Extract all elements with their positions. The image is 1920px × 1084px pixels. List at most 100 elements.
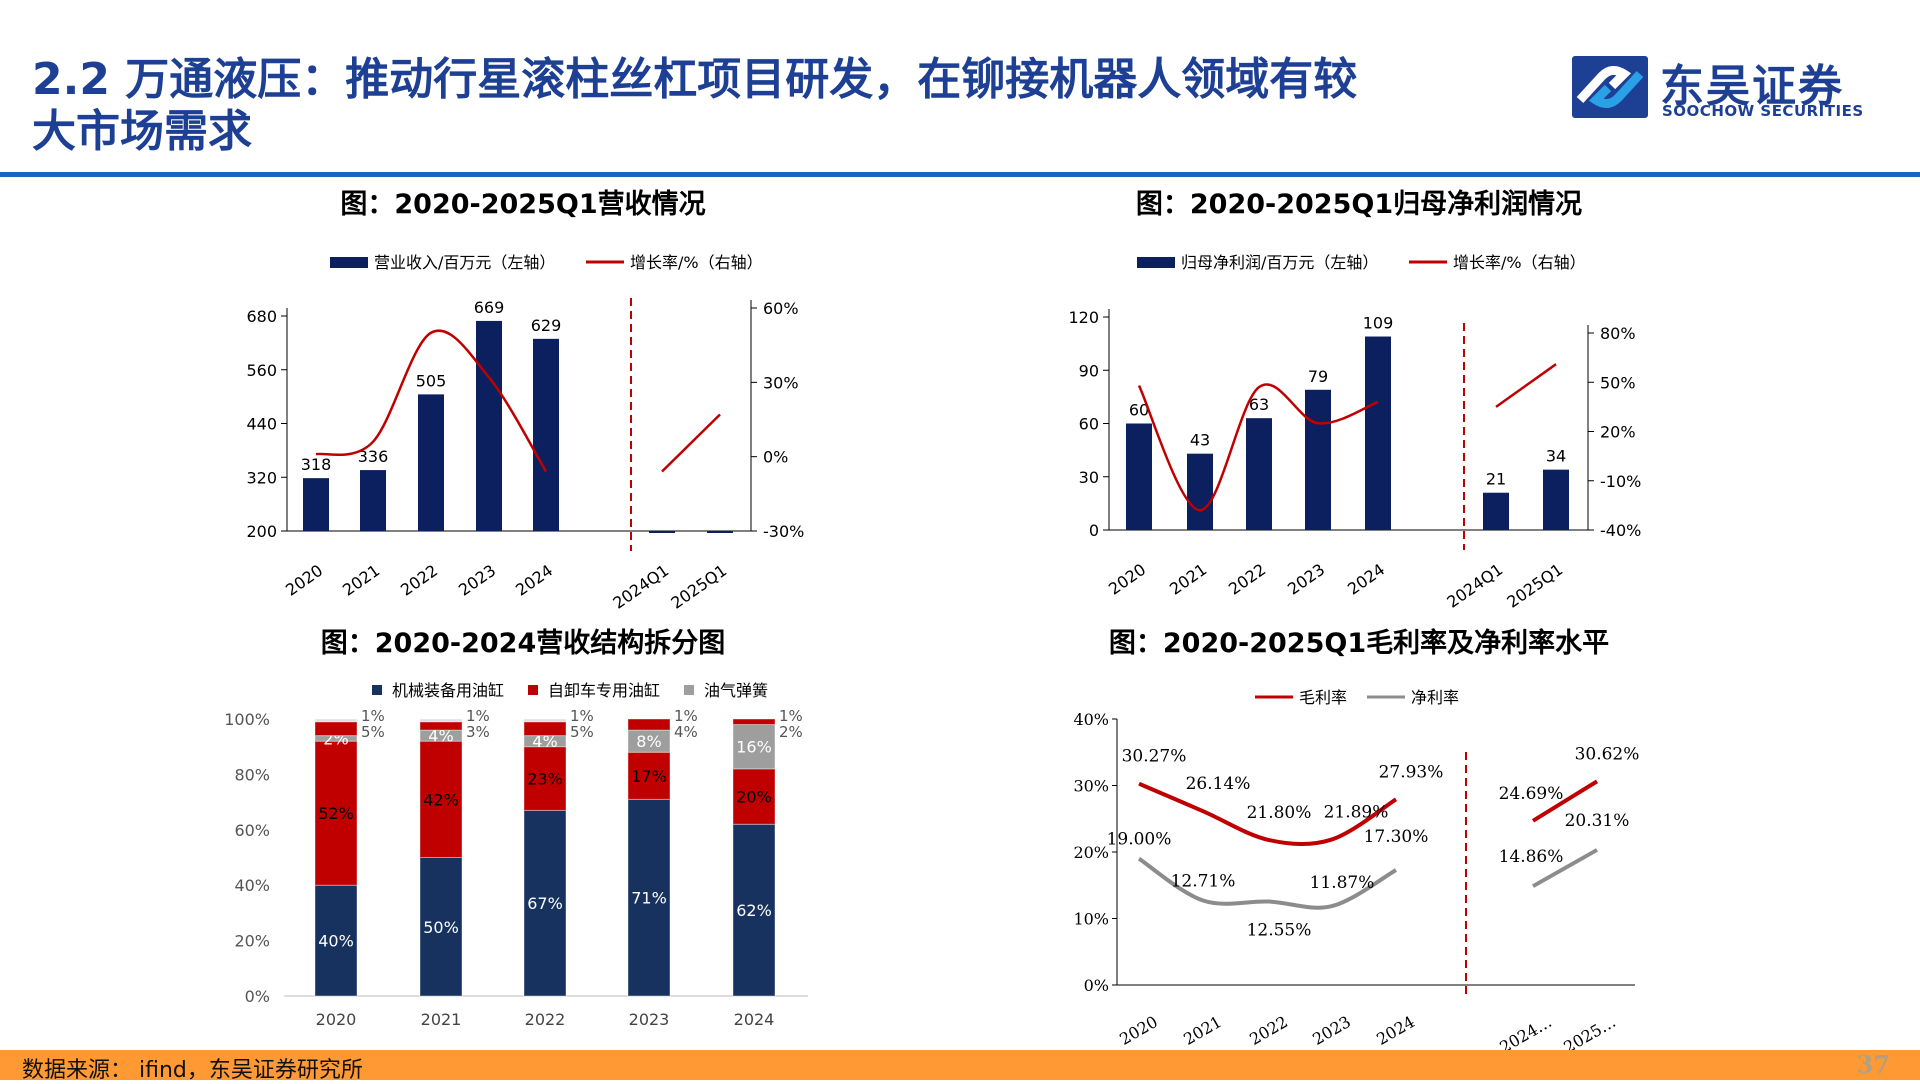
legend-label: 油气弹簧 [704, 681, 768, 700]
data-label: 17.30% [1364, 827, 1429, 847]
segment-value-label: 67% [527, 894, 563, 913]
title-line-2: 大市场需求 [32, 106, 252, 157]
footer-bar: 数据来源： ifind，东吴证券研究所 37 [0, 1050, 1920, 1083]
y-tick-label: 440 [246, 415, 277, 434]
x-tick-label: 2020 [316, 1010, 357, 1029]
y-tick-label: 20% [234, 932, 270, 951]
bar-value-label: 79 [1308, 367, 1328, 386]
y-tick-label-right: 80% [1600, 324, 1636, 343]
x-tick-label: 2022 [397, 561, 441, 600]
x-tick-label: 2023 [629, 1010, 670, 1029]
bar [1543, 469, 1569, 530]
y-tick-label: 60% [234, 821, 270, 840]
header-divider [0, 172, 1920, 177]
legend-swatch [330, 257, 368, 268]
x-tick-label: 2024 [1344, 560, 1388, 599]
data-label: 14.86% [1499, 847, 1564, 867]
stacked-bar-segment [419, 721, 463, 731]
chart-title: 图：2020-2025Q1归母净利润情况 [1136, 188, 1582, 220]
y-tick-label: 200 [246, 522, 277, 541]
data-label: 26.14% [1186, 774, 1251, 794]
y-tick-label: 30% [1073, 777, 1109, 796]
data-label: 12.55% [1247, 921, 1312, 941]
bar [1246, 418, 1272, 530]
y-tick-label: 10% [1073, 910, 1109, 929]
legend-swatch [372, 685, 382, 695]
x-tick-label: 2023 [455, 561, 499, 600]
stacked-bar-segment [314, 884, 358, 997]
growth-line-annual [315, 329, 548, 473]
data-source: 数据来源： ifind，东吴证券研究所 [22, 1058, 363, 1083]
bar-value-label: 60 [1129, 401, 1149, 420]
segment-value-label: 1% [570, 707, 594, 725]
bar-value-label: 336 [358, 447, 389, 466]
stacked-bar-segment [627, 751, 671, 800]
legend-swatch [684, 685, 694, 695]
bar [476, 320, 502, 531]
bar-value-label: 63 [1249, 395, 1269, 414]
segment-value-label: 8% [636, 732, 661, 751]
segment-value-label: 50% [423, 918, 459, 937]
chart-title: 图：2020-2025Q1毛利率及净利率水平 [1109, 627, 1609, 659]
y-tick-label-right: 20% [1600, 423, 1636, 442]
legend-label: 机械装备用油缸 [392, 681, 504, 700]
y-tick-label: 560 [246, 361, 277, 380]
y-tick-label: 80% [234, 765, 270, 784]
x-tick-label: 2021 [339, 561, 383, 600]
bar-value-label: 21 [1486, 470, 1506, 489]
legend-swatch [528, 685, 538, 695]
margin-line-annual [1137, 856, 1398, 910]
bar [1365, 336, 1391, 530]
bar-value-label: 109 [1363, 314, 1394, 333]
y-tick-label: 680 [246, 307, 277, 326]
stacked-bar-segment [627, 718, 671, 731]
growth-line-annual [1137, 383, 1379, 512]
growth-line-quarterly [1495, 363, 1557, 408]
title-line-1: 2.2 万通液压：推动行星滚柱丝杠项目研发，在铆接机器人领域有较 [32, 54, 1358, 105]
y-tick-label: 0% [245, 987, 270, 1006]
stacked-bar-segment [732, 823, 776, 997]
segment-value-label: 4% [674, 723, 698, 741]
logo-mark-icon [1572, 56, 1648, 118]
segment-value-label: 3% [466, 723, 490, 741]
bar [1305, 389, 1331, 530]
segment-value-label: 20% [736, 788, 772, 807]
y-tick-label-right: 30% [763, 373, 799, 392]
legend-swatch [1137, 257, 1175, 268]
stacked-bar-segment [419, 857, 463, 997]
page-title: 2.2 万通液压：推动行星滚柱丝杠项目研发，在铆接机器人领域有较 大市场需求 [32, 54, 1532, 158]
legend-label: 净利率 [1411, 688, 1459, 707]
bar [649, 531, 675, 533]
page-number: 37 [1856, 1050, 1890, 1079]
stacked-bar-segment [314, 718, 358, 723]
segment-value-label: 5% [570, 723, 594, 741]
x-tick-label: 2021 [421, 1010, 462, 1029]
bar [707, 531, 733, 533]
segment-value-label: 40% [318, 932, 354, 951]
y-tick-label-right: 50% [1600, 373, 1636, 392]
segment-value-label: 52% [318, 804, 354, 823]
x-tick-label: 2025Q1 [1503, 560, 1566, 612]
y-tick-label: 120 [1068, 308, 1099, 327]
data-label: 30.27% [1122, 747, 1187, 767]
margin-line-quarterly [1532, 848, 1598, 888]
x-tick-label: 2024 [734, 1010, 775, 1029]
y-tick-label-right: 0% [763, 448, 788, 467]
y-tick-label-right: -10% [1600, 472, 1641, 491]
segment-value-label: 42% [423, 790, 459, 809]
data-label: 24.69% [1499, 784, 1564, 804]
bar [1187, 453, 1213, 530]
x-tick-label: 2022 [1225, 560, 1269, 599]
y-tick-label: 40% [234, 876, 270, 895]
y-tick-label: 100% [224, 710, 270, 729]
stacked-bar-segment [419, 740, 463, 858]
x-tick-label: 2024 [512, 561, 556, 600]
bar [418, 394, 444, 531]
segment-value-label: 23% [527, 770, 563, 789]
y-tick-label-right: -40% [1600, 521, 1641, 540]
segment-value-label: 2% [779, 723, 803, 741]
data-label: 11.87% [1310, 873, 1375, 893]
bar [1126, 423, 1152, 530]
x-tick-label: 2020 [282, 561, 326, 600]
